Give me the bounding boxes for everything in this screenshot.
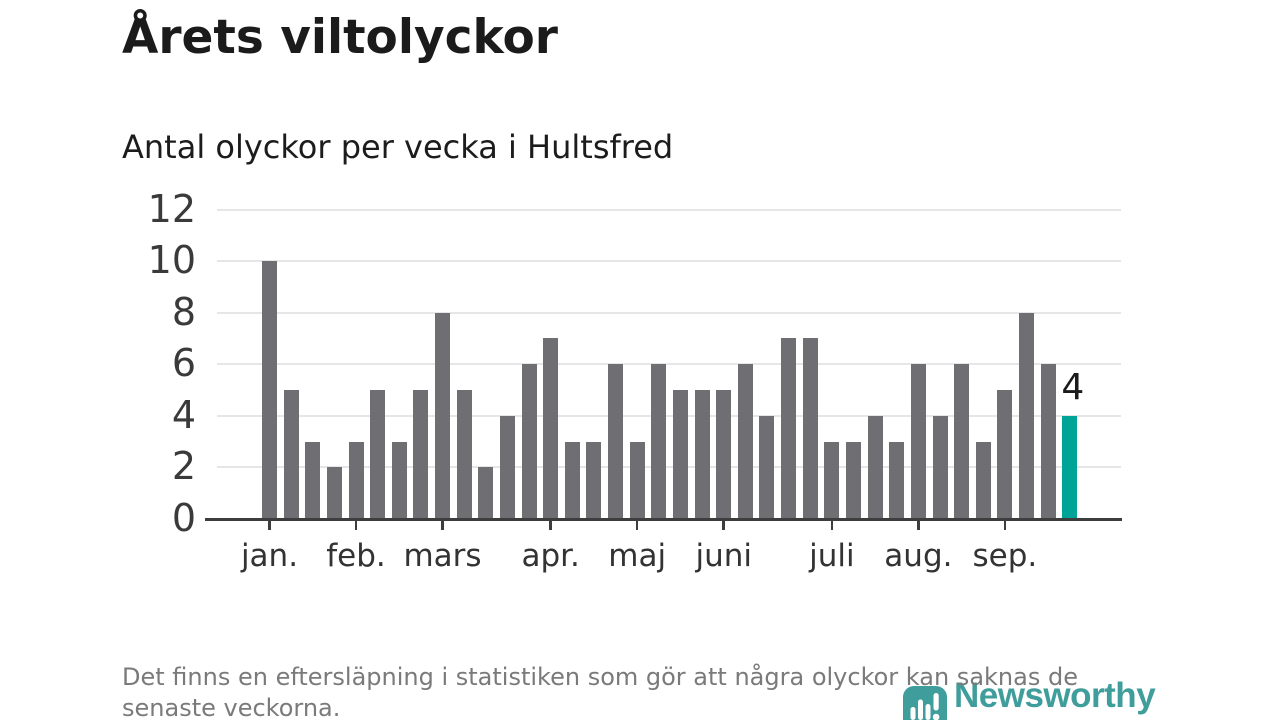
gridline: [217, 466, 1121, 469]
x-tick-label: juni: [695, 538, 752, 574]
bar: [932, 415, 948, 519]
newsworthy-wordmark: Newsworthy: [954, 676, 1156, 715]
bar: [391, 441, 407, 519]
x-axis-line: [205, 518, 1122, 521]
y-tick-label: 8: [171, 289, 196, 334]
y-tick-label: 10: [147, 238, 196, 283]
bar: [672, 390, 688, 519]
y-tick-label: 4: [171, 393, 196, 438]
x-tick-label: aug.: [884, 538, 953, 574]
bar: [867, 415, 883, 519]
bar: [759, 415, 775, 519]
x-tick: [549, 521, 552, 530]
bar: [846, 441, 861, 519]
y-tick-label: 0: [171, 496, 196, 541]
x-tick: [917, 521, 920, 530]
bar: [564, 441, 580, 519]
bar: [954, 364, 970, 519]
x-tick-label: maj: [608, 538, 667, 574]
bar: [499, 415, 515, 519]
bar: [305, 441, 321, 519]
x-tick: [830, 521, 834, 530]
bar: [737, 364, 753, 519]
chart-subtitle: Antal olyckor per vecka i Hultsfred: [122, 128, 674, 166]
gridline: [217, 260, 1121, 263]
bar: [262, 261, 277, 519]
bar: [608, 364, 624, 519]
bar: [326, 467, 342, 519]
gridline: [217, 208, 1121, 211]
x-tick-label: juli: [809, 538, 855, 574]
gridline: [217, 414, 1121, 417]
bar: [1040, 364, 1056, 519]
bar-highlighted: [1062, 415, 1078, 519]
bar: [521, 364, 537, 519]
bar: [997, 390, 1013, 519]
newsworthy-pin-barchart-icon: [903, 686, 947, 720]
bar: [889, 441, 905, 519]
bar: [413, 390, 429, 519]
bar: [586, 441, 602, 519]
bar: [910, 364, 926, 519]
bar: [478, 467, 494, 519]
bar: [435, 312, 451, 519]
bar: [716, 390, 732, 519]
footnote-line: Det finns en eftersläpning i statistiken…: [122, 663, 1078, 691]
bar: [348, 441, 364, 519]
x-tick: [722, 521, 725, 530]
x-tick-label: sep.: [972, 538, 1038, 574]
y-tick-label: 2: [171, 444, 196, 489]
bar: [781, 338, 797, 519]
bar: [283, 390, 299, 519]
bar: [802, 338, 818, 519]
gridline: [217, 311, 1121, 314]
bar: [694, 390, 710, 519]
bar: [975, 441, 991, 519]
x-tick-label: apr.: [521, 538, 580, 574]
footnote: Det finns en eftersläpning i statistiken…: [122, 662, 1078, 720]
bar: [370, 390, 386, 519]
bar: [456, 390, 472, 519]
x-tick: [441, 521, 444, 530]
bar: [824, 441, 840, 519]
bar: [629, 441, 645, 519]
footnote-line: senaste veckorna.: [122, 694, 341, 720]
chart-title: Årets viltolyckor: [122, 10, 558, 65]
x-tick: [354, 521, 358, 530]
bar: [651, 364, 667, 519]
x-tick-label: feb.: [326, 538, 386, 574]
y-tick-label: 6: [171, 341, 196, 386]
x-tick: [268, 521, 271, 530]
last-value-label: 4: [1061, 366, 1085, 408]
y-tick-label: 12: [147, 186, 196, 231]
x-tick: [635, 521, 639, 530]
bar: [543, 338, 559, 519]
bar: [1019, 312, 1035, 519]
x-tick: [1003, 521, 1007, 530]
x-tick-label: jan.: [240, 538, 299, 574]
gridline: [217, 363, 1121, 366]
x-tick-label: mars: [403, 538, 482, 574]
